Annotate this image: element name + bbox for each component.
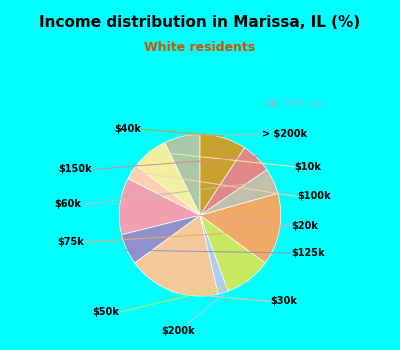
- Text: > $200k: > $200k: [262, 130, 307, 139]
- Text: $150k: $150k: [58, 164, 92, 174]
- Text: ●: ●: [267, 98, 276, 108]
- Wedge shape: [135, 215, 218, 296]
- Text: $125k: $125k: [292, 248, 325, 258]
- Wedge shape: [200, 193, 281, 263]
- Wedge shape: [128, 166, 200, 215]
- Text: $50k: $50k: [92, 307, 119, 317]
- Wedge shape: [200, 134, 244, 215]
- Text: Income distribution in Marissa, IL (%): Income distribution in Marissa, IL (%): [40, 15, 360, 30]
- Wedge shape: [164, 134, 200, 215]
- Text: $40k: $40k: [114, 124, 141, 134]
- Text: $30k: $30k: [270, 296, 297, 307]
- Wedge shape: [119, 178, 200, 235]
- Text: $100k: $100k: [297, 191, 331, 201]
- Wedge shape: [200, 215, 228, 294]
- Wedge shape: [200, 170, 278, 215]
- Text: $10k: $10k: [294, 162, 321, 172]
- Wedge shape: [200, 148, 267, 215]
- Wedge shape: [136, 142, 200, 215]
- Text: White residents: White residents: [144, 41, 256, 54]
- Text: $200k: $200k: [162, 326, 195, 336]
- Text: $60k: $60k: [54, 199, 82, 209]
- Text: $20k: $20k: [292, 221, 318, 231]
- Text: $75k: $75k: [57, 237, 84, 247]
- Text: City-Data.com: City-Data.com: [263, 99, 327, 108]
- Wedge shape: [122, 215, 200, 263]
- Wedge shape: [200, 215, 265, 291]
